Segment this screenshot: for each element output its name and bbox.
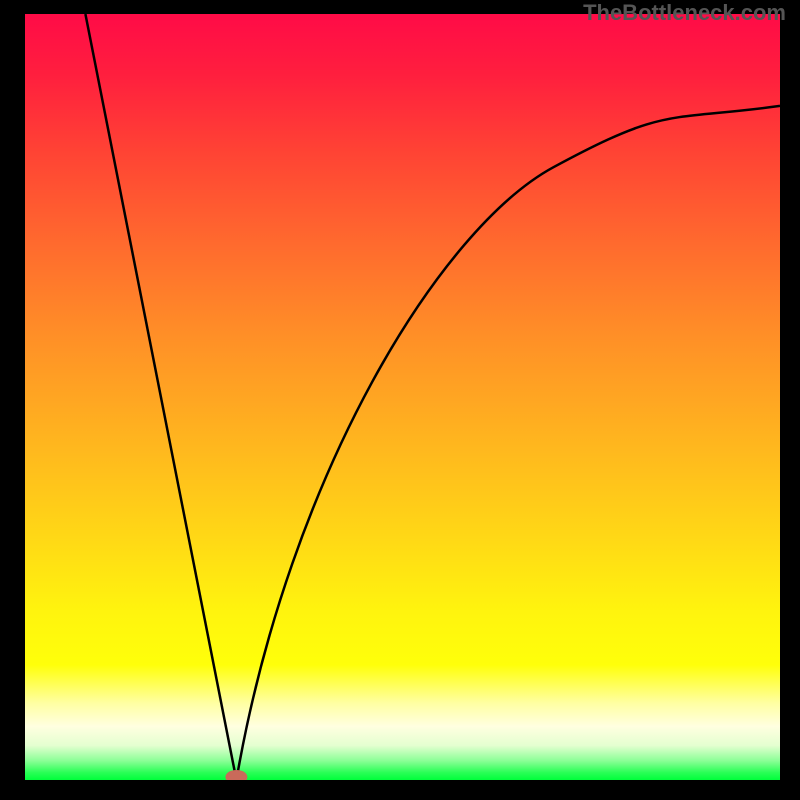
plot-area bbox=[25, 14, 780, 780]
watermark-text: TheBottleneck.com bbox=[583, 0, 786, 26]
bottleneck-curve bbox=[25, 14, 780, 780]
chart-frame: TheBottleneck.com bbox=[0, 0, 800, 800]
curve-right-branch bbox=[236, 106, 780, 780]
curve-left-branch bbox=[85, 14, 236, 780]
vertex-marker bbox=[225, 770, 247, 780]
